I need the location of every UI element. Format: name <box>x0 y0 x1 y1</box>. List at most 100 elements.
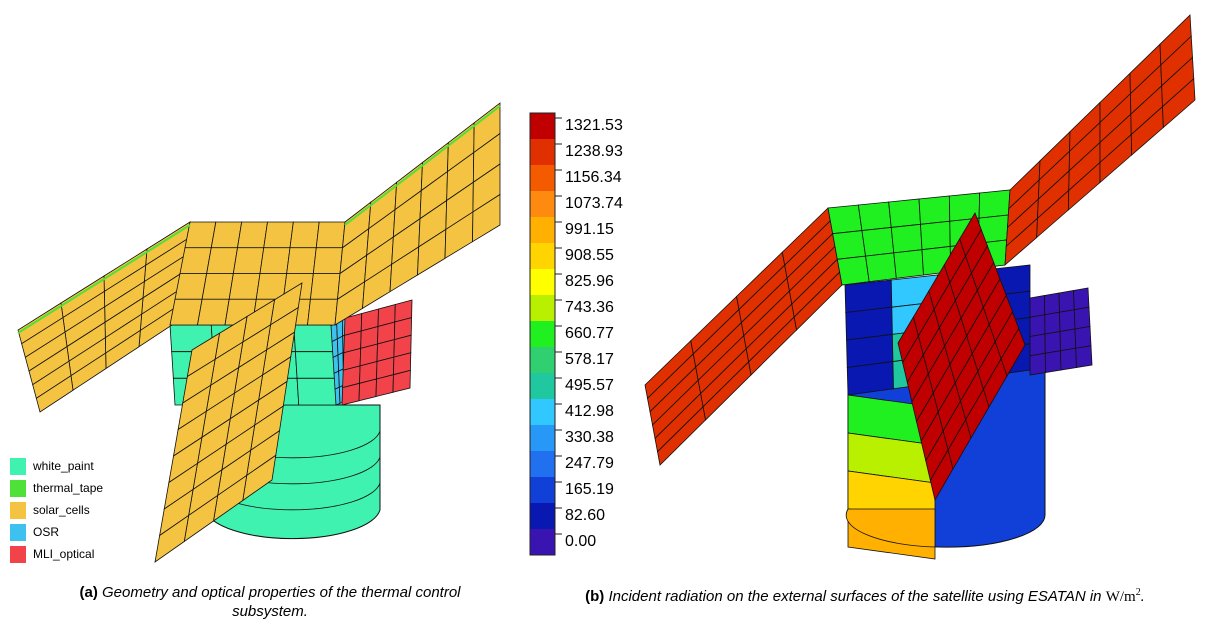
colorbar-cell <box>530 139 555 165</box>
colorbar-label: 578.17 <box>565 351 614 368</box>
solar-panel <box>316 222 345 248</box>
legend-swatch <box>10 502 26 519</box>
colorbar-label: 1156.34 <box>565 169 622 186</box>
colorbar-label: 660.77 <box>565 325 614 342</box>
solar-panel <box>260 248 290 274</box>
mli-panel <box>1030 315 1045 337</box>
solar-panel <box>229 274 260 300</box>
solar-panel <box>264 222 294 248</box>
legend-swatch <box>10 458 26 475</box>
caption-text: Geometry and optical properties of the t… <box>102 584 461 620</box>
colorbar-cell <box>530 477 555 503</box>
colorbar-cell <box>530 503 555 529</box>
solar-panel <box>170 299 202 325</box>
osr-strip <box>337 336 343 355</box>
colorbar-cell <box>530 529 555 555</box>
mli-panel <box>1045 351 1061 373</box>
body-face <box>295 352 338 379</box>
colorbar-label: 908.55 <box>565 247 614 264</box>
legend-label: solar_cells <box>33 503 90 517</box>
caption-text: Incident radiation on the external surfa… <box>608 588 1101 605</box>
legend-label: thermal_tape <box>33 481 103 495</box>
mli-panel <box>1061 348 1077 370</box>
solar-panel <box>202 274 233 300</box>
colorbar-cell <box>530 217 555 243</box>
solar-panel <box>891 224 922 253</box>
solar-panel <box>238 222 268 248</box>
solar-panel <box>233 248 263 274</box>
solar-panel <box>921 221 951 249</box>
colorbar-label: 991.15 <box>565 221 614 238</box>
body-face <box>297 378 340 405</box>
mli-panel <box>1060 329 1076 351</box>
osr-strip <box>338 353 343 372</box>
mli-panel <box>1076 346 1092 368</box>
mli-panel <box>1075 327 1091 349</box>
colorbar-cell <box>530 373 555 399</box>
solar-panel <box>211 222 241 248</box>
solar-panel <box>308 299 338 325</box>
solar-panel <box>175 274 207 300</box>
solar-panel <box>889 199 921 227</box>
colorbar-label: 330.38 <box>565 429 614 446</box>
colorbar-cell <box>530 113 555 139</box>
legend-swatch <box>10 546 26 563</box>
solar-panel <box>837 256 869 285</box>
mli-panel <box>1074 288 1090 310</box>
mli-panel <box>1059 291 1074 313</box>
caption-label: (b) <box>585 588 604 605</box>
legend-label: white_paint <box>32 459 94 473</box>
mli-panel <box>1030 353 1046 375</box>
solar-panel <box>290 222 319 248</box>
legend-label: OSR <box>33 525 59 539</box>
colorbar-cell <box>530 243 555 269</box>
solar-panel <box>894 250 924 279</box>
solar-panel <box>198 299 230 325</box>
caption-label: (a) <box>79 584 97 601</box>
colorbar-label: 825.96 <box>565 273 614 290</box>
colorbar-label: 247.79 <box>565 455 614 472</box>
body-face <box>847 362 893 395</box>
solar-panel <box>180 248 211 274</box>
colorbar-cell <box>530 399 555 425</box>
legend-label: MLI_optical <box>33 547 94 561</box>
caption-end: . <box>1141 588 1145 605</box>
colorbar-cell <box>530 191 555 217</box>
solar-panel <box>862 227 894 256</box>
colorbar-label: 412.98 <box>565 403 614 420</box>
mli-panel <box>1045 293 1060 315</box>
colorbar-label: 165.19 <box>565 481 614 498</box>
colorbar-cell <box>530 165 555 191</box>
solar-panel <box>313 248 342 274</box>
solar-panel <box>858 202 891 231</box>
solar-panel <box>979 190 1010 218</box>
solar-panel <box>310 274 340 300</box>
figure-canvas: white_paint thermal_tape solar_cells OSR MLI… <box>0 0 1207 630</box>
mli-panel <box>1045 332 1061 354</box>
solar-panel <box>833 231 866 260</box>
caption-a: (a) Geometry and optical properties of t… <box>40 583 500 621</box>
body-face <box>294 325 337 352</box>
figure: white_paint thermal_tape solar_cells OSR MLI… <box>0 0 1207 630</box>
mli-panel <box>1030 296 1045 318</box>
colorbar-cell <box>530 451 555 477</box>
mli-panel <box>1060 310 1076 332</box>
colorbar-label: 495.57 <box>565 377 614 394</box>
mli-panel <box>1030 334 1045 356</box>
colorbar-label: 743.36 <box>565 299 614 316</box>
colorbar-label: 1073.74 <box>565 195 623 212</box>
caption-b: (b) Incident radiation on the external s… <box>545 583 1185 607</box>
colorbar-cell <box>530 295 555 321</box>
solar-panel <box>207 248 238 274</box>
colorbar-label: 0.00 <box>565 533 596 550</box>
colorbar-label: 82.60 <box>565 507 605 524</box>
legend-swatch <box>10 480 26 497</box>
solar-panel <box>919 196 950 224</box>
solar-panel <box>866 253 897 282</box>
caption-unit: W/m <box>1106 589 1136 605</box>
colorbar-label: 1238.93 <box>565 143 623 160</box>
osr-strip <box>331 323 337 342</box>
colorbar-cell <box>530 347 555 373</box>
solar-panel <box>287 248 317 274</box>
colorbar-label: 1321.53 <box>565 117 623 134</box>
